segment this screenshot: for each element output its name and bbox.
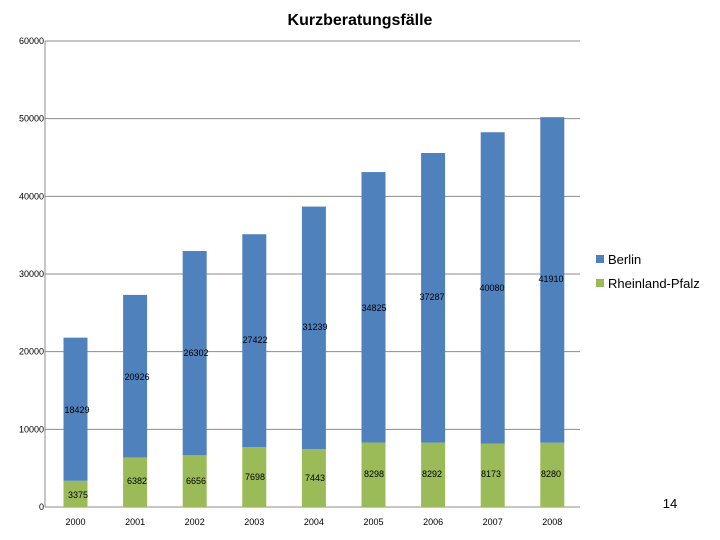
x-tick-label-2000: 2000 [65, 517, 85, 527]
legend-label-berlin: Berlin [608, 252, 641, 267]
page-number: 14 [663, 496, 677, 511]
bar-rheinland-pfalz-2006 [421, 442, 446, 507]
bar-berlin-2005 [361, 172, 386, 443]
bar-rheinland-pfalz-2007 [480, 443, 505, 507]
bar-berlin-2008 [540, 117, 565, 443]
y-tick-label-10000: 10000 [19, 424, 44, 434]
bars [63, 117, 565, 507]
legend: Berlin Rheinland-Pfalz [596, 252, 700, 291]
x-tick-label-2006: 2006 [423, 517, 443, 527]
y-tick-label-30000: 30000 [19, 269, 44, 279]
x-tick-label-2004: 2004 [304, 517, 324, 527]
bar-berlin-2000 [63, 337, 88, 481]
chart-title: Kurzberatungsfälle [288, 12, 433, 29]
data-label-rheinland-pfalz-2003: 7698 [245, 472, 265, 482]
data-label-berlin-2004: 31239 [302, 322, 327, 332]
bar-berlin-2006 [421, 153, 446, 443]
data-label-rheinland-pfalz-2008: 8280 [541, 469, 561, 479]
y-tick-label-60000: 60000 [19, 36, 44, 46]
data-label-berlin-2003: 27422 [242, 335, 267, 345]
y-tick-label-0: 0 [39, 502, 44, 512]
data-label-rheinland-pfalz-2002: 6656 [186, 476, 206, 486]
legend-swatch-rheinland-pfalz [596, 279, 604, 287]
bar-rheinland-pfalz-2000 [63, 480, 88, 507]
x-tick-label-2002: 2002 [185, 517, 205, 527]
data-label-berlin-2005: 34825 [361, 303, 386, 313]
bar-berlin-2004 [301, 206, 326, 450]
data-label-rheinland-pfalz-2005: 8298 [364, 469, 384, 479]
data-label-rheinland-pfalz-2004: 7443 [305, 473, 325, 483]
bar-rheinland-pfalz-2002 [182, 455, 207, 507]
bar-rheinland-pfalz-2005 [361, 442, 386, 507]
data-label-berlin-2008: 41910 [538, 274, 563, 284]
x-tick-label-2007: 2007 [483, 517, 503, 527]
x-tick-label-2003: 2003 [244, 517, 264, 527]
bar-berlin-2007 [480, 132, 505, 444]
y-tick-label-20000: 20000 [19, 347, 44, 357]
y-tick-label-50000: 50000 [19, 114, 44, 124]
data-label-rheinland-pfalz-2006: 8292 [422, 469, 442, 479]
data-label-berlin-2006: 37287 [419, 292, 444, 302]
bar-rheinland-pfalz-2001 [123, 457, 148, 507]
data-label-berlin-2002: 26302 [183, 348, 208, 358]
x-tick-label-2008: 2008 [542, 517, 562, 527]
x-tick-label-2005: 2005 [363, 517, 383, 527]
data-label-berlin-2000: 18429 [64, 405, 89, 415]
data-labels: 3375 6382 6656 7698 7443 8298 8292 8173 8280 1842… [64, 274, 563, 500]
legend-swatch-berlin [596, 255, 604, 263]
bar-berlin-2002 [182, 251, 207, 456]
bar-berlin-2003 [242, 234, 267, 448]
data-label-rheinland-pfalz-2001: 6382 [127, 476, 147, 486]
y-tick-label-40000: 40000 [19, 191, 44, 201]
data-label-rheinland-pfalz-2000: 3375 [68, 490, 88, 500]
bar-rheinland-pfalz-2004 [301, 449, 326, 507]
data-label-berlin-2001: 20926 [124, 372, 149, 382]
bar-berlin-2001 [123, 294, 148, 458]
legend-label-rheinland-pfalz: Rheinland-Pfalz [608, 276, 700, 291]
bar-rheinland-pfalz-2008 [540, 442, 565, 507]
bar-rheinland-pfalz-2003 [242, 447, 267, 507]
data-label-berlin-2007: 40080 [479, 283, 504, 293]
data-label-rheinland-pfalz-2007: 8173 [481, 469, 501, 479]
x-tick-label-2001: 2001 [125, 517, 145, 527]
